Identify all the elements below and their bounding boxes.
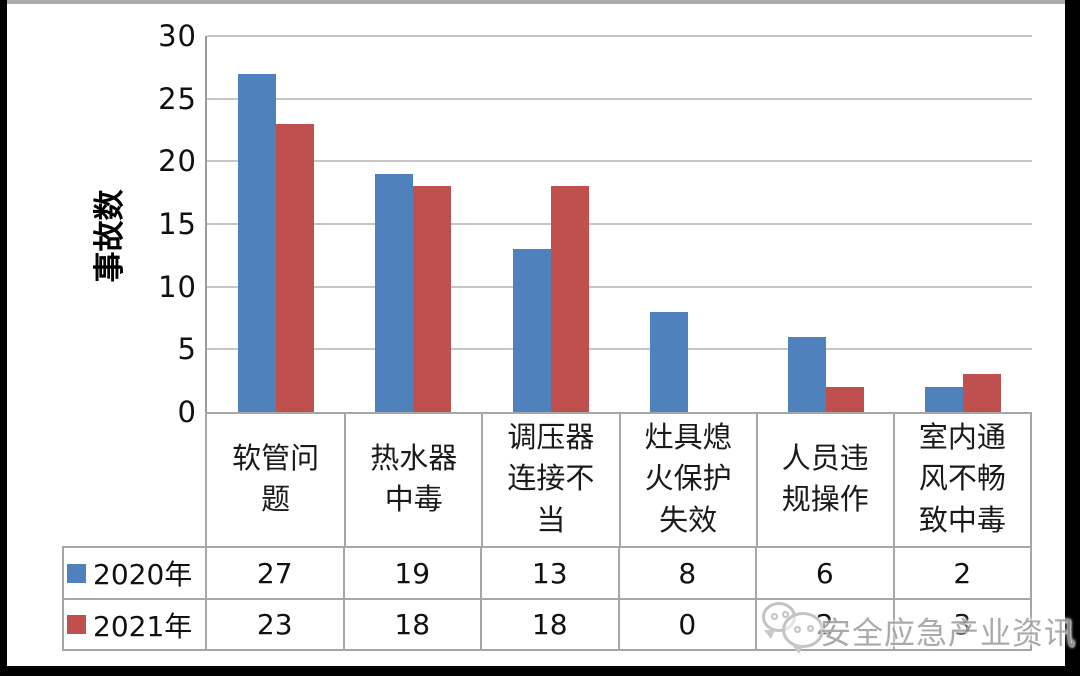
y-axis-line <box>205 36 207 412</box>
legend-series-name: 2021年 <box>93 609 193 643</box>
table-value-2021年: 23 <box>205 598 343 649</box>
category-axis-table: 软管问题 热水器中毒 调压器连接不当 灶具熄火保护失效 人员违规操作 室内通风不畅致中毒 <box>205 412 1032 548</box>
category-label: 灶具熄火保护失效 <box>618 414 756 546</box>
legend-item-2020年: 2020年 <box>64 548 205 598</box>
category-label: 人员违规操作 <box>755 414 893 546</box>
gridline <box>207 97 1032 100</box>
category-label: 热水器中毒 <box>344 414 481 546</box>
bar-2021年-人员违规操作 <box>826 387 864 412</box>
bar-2020年-室内通风不畅致中毒 <box>925 387 963 412</box>
frame-right-border <box>1065 0 1080 676</box>
table-value-2021年: 0 <box>617 598 755 649</box>
y-tick-label: 25 <box>158 81 197 116</box>
y-tick-label: 5 <box>177 332 197 367</box>
frame-top-border <box>0 0 1080 4</box>
category-label: 软管问题 <box>232 442 320 516</box>
y-tick-label: 20 <box>158 144 197 179</box>
bar-2021年-调压器连接不当 <box>551 186 589 412</box>
bar-2020年-软管问题 <box>238 74 276 412</box>
y-axis-tick-labels: 0 5 10 15 20 25 30 <box>130 0 197 676</box>
table-value-2020年: 19 <box>342 548 481 598</box>
gridline <box>207 348 1032 351</box>
y-tick-label: 0 <box>177 395 197 429</box>
y-tick-label: 15 <box>158 207 197 241</box>
bar-2020年-调压器连接不当 <box>513 249 551 412</box>
gridline <box>207 285 1032 288</box>
bar-2021年-热水器中毒 <box>413 186 451 412</box>
gridline <box>207 160 1032 163</box>
bar-2020年-热水器中毒 <box>375 174 413 412</box>
table-value-2020年: 13 <box>480 548 618 598</box>
table-value-2020年: 6 <box>755 548 893 598</box>
y-tick-label: 30 <box>158 19 197 53</box>
y-tick-label: 10 <box>158 269 197 304</box>
bar-2021年-室内通风不畅致中毒 <box>963 374 1001 412</box>
table-value-2021年: 3 <box>892 598 1030 649</box>
legend-series-name: 2020年 <box>93 558 193 591</box>
bar-2020年-人员违规操作 <box>788 337 826 412</box>
gridline <box>207 223 1032 225</box>
table-value-2021年: 2 <box>755 598 893 649</box>
bar-2021年-软管问题 <box>276 124 314 412</box>
legend-item-2021年: 2021年 <box>64 598 205 649</box>
table-value-2020年: 2 <box>892 548 1031 598</box>
plot-area <box>207 35 1032 412</box>
frame-bottom-border <box>0 666 1080 676</box>
frame-left-border <box>0 0 7 676</box>
bar-2020年-灶具熄火保护失效 <box>650 312 688 412</box>
table-value-2021年: 18 <box>480 598 618 649</box>
table-value-2020年: 27 <box>205 548 343 598</box>
legend-swatch-icon <box>67 615 86 634</box>
category-label: 室内通风不畅致中毒 <box>892 414 1030 546</box>
table-value-2020年: 8 <box>617 548 756 598</box>
legend-data-table: 2020年 27 19 13 8 6 2 2021年 23 18 18 0 2 3 <box>62 546 1032 651</box>
y-axis-title: 事故数 <box>92 189 127 283</box>
gridline <box>207 35 1032 37</box>
legend-swatch-icon <box>67 563 86 583</box>
table-value-2021年: 18 <box>342 598 480 649</box>
category-label: 调压器连接不当 <box>481 414 618 546</box>
